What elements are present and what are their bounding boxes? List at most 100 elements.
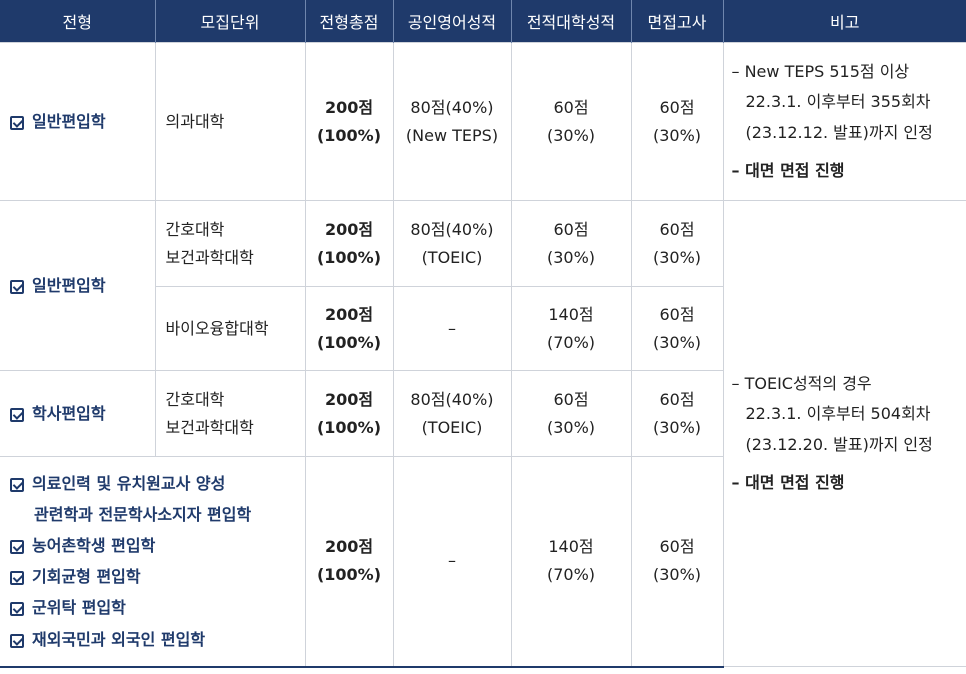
interview-points: 60점 xyxy=(659,219,695,239)
interview-percent: (30%) xyxy=(652,417,702,437)
note-line-bold: – 대면 면접 진행 xyxy=(731,160,845,180)
college-points: 140점 xyxy=(548,537,594,557)
table-header-row: 전형 모집단위 전형총점 공인영어성적 전적대학성적 면접고사 비고 xyxy=(0,0,966,43)
unit-cell: 간호대학 보건과학대학 xyxy=(154,370,306,457)
unit-name: 간호대학 xyxy=(165,219,225,239)
table-row: 일반편입학 의과대학 200점 (100%) 80점(40%) (New TEP… xyxy=(0,42,966,201)
checkbox-icon xyxy=(10,633,24,648)
interview-points: 60점 xyxy=(659,304,695,324)
english-cell: 80점(40%) (TOEIC) xyxy=(392,370,512,457)
college-points: 60점 xyxy=(553,389,589,409)
total-cell: 200점 (100%) xyxy=(304,42,394,201)
type-cell: 일반편입학 xyxy=(0,200,156,371)
total-cell: 200점 (100%) xyxy=(304,456,394,668)
unit-name: 간호대학 xyxy=(165,389,225,409)
type-label: 재외국민과 외국인 편입학 xyxy=(32,629,206,649)
type-label: 일반편입학 xyxy=(32,275,106,295)
college-percent: (70%) xyxy=(546,565,596,585)
interview-cell: 60점 (30%) xyxy=(630,200,724,287)
college-percent: (30%) xyxy=(546,125,596,145)
type-label: 일반편입학 xyxy=(32,111,106,131)
header-total: 전형총점 xyxy=(304,0,393,43)
table-row: 의료인력 및 유치원교사 양성 관련학과 전문학사소지자 편입학 농어촌학생 편… xyxy=(0,456,966,668)
english-test: (TOEIC) xyxy=(421,417,483,437)
note-line: – TOEIC성적의 경우 xyxy=(731,373,872,393)
college-cell: 60점 (30%) xyxy=(510,370,632,457)
header-unit: 모집단위 xyxy=(154,0,305,43)
interview-cell: 60점 (30%) xyxy=(630,456,724,668)
college-points: 60점 xyxy=(553,97,589,117)
header-interview: 면접고사 xyxy=(630,0,723,43)
type-label: 군위탁 편입학 xyxy=(32,598,126,618)
total-percent: (100%) xyxy=(316,247,382,267)
interview-percent: (30%) xyxy=(652,332,702,352)
english-cell: – xyxy=(392,456,512,668)
checkbox-icon xyxy=(10,279,24,294)
total-percent: (100%) xyxy=(316,565,382,585)
interview-cell: 60점 (30%) xyxy=(630,42,724,201)
checkbox-icon xyxy=(10,540,24,555)
note-teps: – New TEPS 515점 이상 22.3.1. 이후부터 355회차 (2… xyxy=(722,42,966,201)
note-line: (23.12.12. 발표)까지 인정 xyxy=(745,122,933,142)
interview-points: 60점 xyxy=(659,389,695,409)
english-test: (TOEIC) xyxy=(421,247,483,267)
college-percent: (30%) xyxy=(546,247,596,267)
college-cell: 140점 (70%) xyxy=(510,286,632,371)
note-toeic: – TOEIC성적의 경우 22.3.1. 이후부터 504회차 (23.12.… xyxy=(722,200,966,667)
unit-cell: 바이오융합대학 xyxy=(154,286,306,371)
unit-name: 보건과학대학 xyxy=(165,417,254,437)
type-label: 학사편입학 xyxy=(32,403,106,423)
total-percent: (100%) xyxy=(316,332,382,352)
total-cell: 200점 (100%) xyxy=(304,200,394,287)
interview-percent: (30%) xyxy=(652,565,702,585)
note-line: 22.3.1. 이후부터 504회차 xyxy=(745,404,931,424)
college-cell: 60점 (30%) xyxy=(510,200,632,287)
type-cell-multi: 의료인력 및 유치원교사 양성 관련학과 전문학사소지자 편입학 농어촌학생 편… xyxy=(0,456,306,668)
interview-points: 60점 xyxy=(659,537,695,557)
english-cell: 80점(40%) (TOEIC) xyxy=(392,200,512,287)
english-cell: 80점(40%) (New TEPS) xyxy=(392,42,512,201)
unit-cell: 간호대학 보건과학대학 xyxy=(154,200,306,287)
interview-cell: 60점 (30%) xyxy=(630,370,724,457)
total-points: 200점 xyxy=(324,219,374,239)
english-cell: – xyxy=(392,286,512,371)
checkbox-icon xyxy=(10,407,24,422)
type-label: 기회균형 편입학 xyxy=(32,567,141,587)
table-row: 학사편입학 간호대학 보건과학대학 200점 (100%) 80점(40%) (… xyxy=(0,370,966,457)
total-points: 200점 xyxy=(324,537,374,557)
table-row: 바이오융합대학 200점 (100%) – 140점 (70%) 60점 (30… xyxy=(0,286,966,371)
college-points: 140점 xyxy=(548,304,594,324)
header-english: 공인영어성적 xyxy=(392,0,511,43)
type-cell: 일반편입학 xyxy=(0,42,156,201)
checkbox-icon xyxy=(10,477,24,492)
header-college: 전적대학성적 xyxy=(510,0,631,43)
english-points: 80점(40%) xyxy=(410,219,494,239)
note-line: 22.3.1. 이후부터 355회차 xyxy=(745,92,931,112)
total-cell: 200점 (100%) xyxy=(304,370,394,457)
interview-points: 60점 xyxy=(659,97,695,117)
type-label: 농어촌학생 편입학 xyxy=(32,536,156,556)
interview-cell: 60점 (30%) xyxy=(630,286,724,371)
table-row: 일반편입학 간호대학 보건과학대학 200점 (100%) 80점(40%) (… xyxy=(0,200,966,667)
header-type: 전형 xyxy=(0,0,155,43)
total-points: 200점 xyxy=(324,97,374,117)
total-points: 200점 xyxy=(324,304,374,324)
english-test: (New TEPS) xyxy=(405,125,499,145)
total-percent: (100%) xyxy=(316,125,382,145)
note-line-bold: – 대면 면접 진행 xyxy=(731,472,845,492)
total-cell: 200점 (100%) xyxy=(304,286,394,371)
interview-percent: (30%) xyxy=(652,247,702,267)
note-line: (23.12.20. 발표)까지 인정 xyxy=(745,434,933,454)
checkbox-icon xyxy=(10,115,24,130)
unit-cell: 의과대학 xyxy=(154,42,306,201)
type-cell: 학사편입학 xyxy=(0,370,156,457)
college-cell: 140점 (70%) xyxy=(510,456,632,668)
english-points: 80점(40%) xyxy=(410,97,494,117)
college-points: 60점 xyxy=(553,219,589,239)
checkbox-icon xyxy=(10,571,24,586)
interview-percent: (30%) xyxy=(652,125,702,145)
college-percent: (70%) xyxy=(546,332,596,352)
checkbox-icon xyxy=(10,602,24,617)
english-points: 80점(40%) xyxy=(410,389,494,409)
total-percent: (100%) xyxy=(316,417,382,437)
